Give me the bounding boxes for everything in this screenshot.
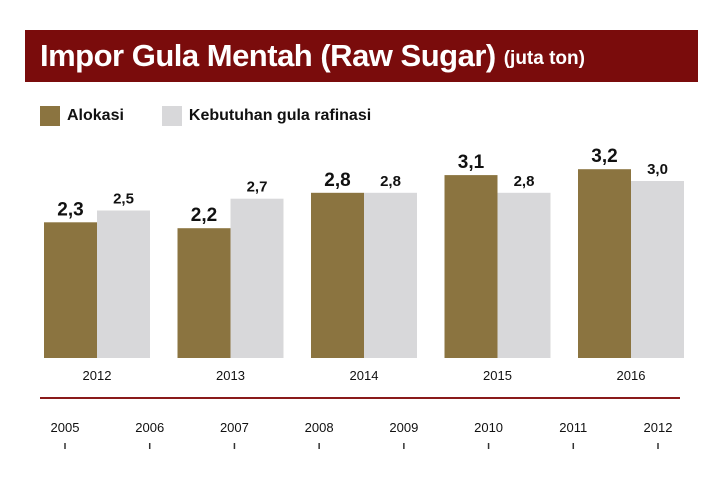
legend-label-alokasi: Alokasi: [67, 107, 124, 124]
bar-alokasi-2012: [44, 222, 97, 358]
legend-item-alokasi: Alokasi: [40, 106, 124, 126]
bar-alokasi-2016: [578, 169, 631, 358]
title-banner: Impor Gula Mentah (Raw Sugar) (juta ton): [25, 30, 698, 82]
data-label-kebutuhan-2013: 2,7: [247, 179, 268, 196]
x-tick-label-2013: 2013: [216, 368, 245, 383]
data-label-kebutuhan-2012: 2,5: [113, 191, 134, 208]
x-tick-label-2016: 2016: [617, 368, 646, 383]
timeline-year-2005: 2005: [51, 420, 80, 435]
bar-kebutuhan-2012: [97, 210, 150, 358]
timeline-year-2007: 2007: [220, 420, 249, 435]
data-label-kebutuhan-2014: 2,8: [380, 173, 401, 190]
legend-swatch-alokasi: [40, 106, 60, 126]
bar-kebutuhan-2013: [230, 198, 284, 358]
bar-kebutuhan-2016: [631, 181, 684, 358]
legend-swatch-kebutuhan: [161, 106, 182, 126]
data-label-alokasi-2016: 3,2: [591, 146, 617, 167]
data-label-alokasi-2014: 2,8: [324, 170, 350, 191]
x-tick-label-2014: 2014: [350, 368, 379, 383]
bar-alokasi-2013: [177, 228, 231, 358]
data-label-alokasi-2015: 3,1: [458, 152, 485, 173]
legend: Alokasi Kebutuhan gula rafinasi: [40, 106, 409, 126]
timeline-year-2011: 2011: [559, 420, 587, 435]
bar-alokasi-2014: [311, 192, 364, 358]
legend-item-kebutuhan: Kebutuhan gula rafinasi: [161, 106, 372, 126]
chart-title: Impor Gula Mentah (Raw Sugar): [40, 38, 496, 73]
timeline-year-2010: 2010: [474, 420, 503, 435]
bar-kebutuhan-2015: [497, 192, 551, 358]
timeline-year-2009: 2009: [389, 420, 418, 435]
timeline-year-2006: 2006: [135, 420, 164, 435]
x-tick-label-2012: 2012: [83, 368, 112, 383]
bar-kebutuhan-2014: [364, 192, 417, 358]
data-label-alokasi-2012: 2,3: [57, 199, 83, 220]
data-label-kebutuhan-2016: 3,0: [647, 161, 668, 178]
bar-alokasi-2015: [444, 175, 498, 358]
data-label-kebutuhan-2015: 2,8: [514, 173, 535, 190]
chart-unit: (juta ton): [503, 48, 585, 69]
data-label-alokasi-2013: 2,2: [191, 205, 217, 226]
timeline-year-2008: 2008: [305, 420, 334, 435]
x-tick-label-2015: 2015: [483, 368, 512, 383]
timeline-year-2012: 2012: [644, 420, 673, 435]
legend-label-kebutuhan: Kebutuhan gula rafinasi: [188, 107, 372, 124]
